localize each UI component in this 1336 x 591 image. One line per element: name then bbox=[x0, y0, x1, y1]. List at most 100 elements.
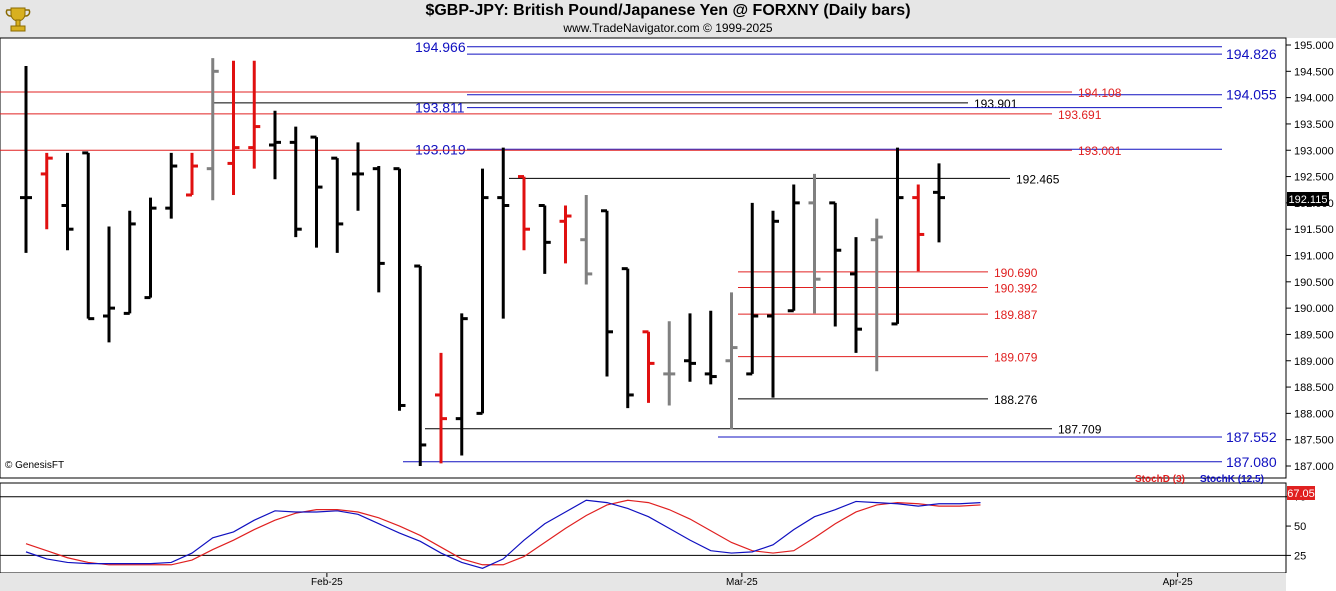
level-label: 189.079 bbox=[994, 351, 1038, 365]
ohlc-bar bbox=[580, 194, 593, 285]
stoch-axis-label: 25 bbox=[1294, 550, 1306, 562]
stoch-legend: StochD (3) StochK (12,5) bbox=[1135, 474, 1264, 485]
level-label: 193.001 bbox=[1078, 144, 1122, 158]
ohlc-bar bbox=[704, 310, 717, 385]
price-axis-label: 193.000 bbox=[1294, 145, 1334, 157]
ohlc-bar bbox=[352, 142, 364, 211]
ohlc-bar bbox=[933, 163, 945, 243]
level-label: 193.811 bbox=[415, 100, 465, 116]
price-axis-label: 193.500 bbox=[1294, 119, 1334, 131]
level-label: 194.826 bbox=[1226, 46, 1277, 62]
date-axis bbox=[0, 573, 1286, 591]
level-label: 194.966 bbox=[415, 39, 466, 55]
date-axis-label: Apr-25 bbox=[1163, 577, 1193, 588]
ohlc-bar bbox=[497, 147, 510, 319]
ohlc-bar bbox=[331, 156, 344, 253]
last-price-tag: 192.115 bbox=[1287, 192, 1329, 206]
price-axis-label: 187.000 bbox=[1294, 461, 1334, 473]
last-stoch-tag: 67.05 bbox=[1287, 486, 1315, 500]
ohlc-bar bbox=[227, 60, 240, 195]
ohlc-bar bbox=[808, 173, 821, 314]
level-label: 188.276 bbox=[994, 393, 1038, 407]
price-axis-label: 190.000 bbox=[1294, 303, 1334, 315]
ohlc-bar bbox=[725, 292, 738, 430]
ohlc-bar bbox=[601, 209, 613, 377]
level-label: 189.887 bbox=[994, 308, 1038, 322]
ohlc-bar bbox=[455, 313, 468, 456]
ohlc-bar bbox=[476, 168, 489, 415]
ohlc-bar bbox=[82, 151, 95, 321]
price-axis-label: 194.500 bbox=[1294, 66, 1334, 78]
level-label: 190.690 bbox=[994, 266, 1038, 280]
ohlc-bar bbox=[891, 147, 904, 326]
ohlc-bar bbox=[870, 218, 883, 372]
ohlc-bar bbox=[165, 152, 178, 219]
price-axis-label: 191.500 bbox=[1294, 224, 1334, 236]
price-axis-label: 189.000 bbox=[1294, 356, 1334, 368]
ohlc-bar bbox=[414, 264, 427, 466]
level-label: 194.055 bbox=[1226, 87, 1277, 103]
ohlc-bar bbox=[912, 184, 925, 272]
price-axis-label: 195.000 bbox=[1294, 40, 1334, 52]
trophy-logo-icon bbox=[5, 7, 31, 32]
ohlc-bar bbox=[289, 126, 302, 238]
ohlc-bar bbox=[393, 167, 406, 411]
price-axis-label: 192.500 bbox=[1294, 172, 1334, 184]
chart-title: $GBP-JPY: British Pound/Japanese Yen @ F… bbox=[425, 2, 911, 19]
ohlc-bar bbox=[538, 204, 551, 274]
chart-header bbox=[0, 0, 1336, 38]
price-axis-label: 190.500 bbox=[1294, 277, 1334, 289]
price-axis-label: 194.000 bbox=[1294, 93, 1334, 105]
price-axis-label: 187.500 bbox=[1294, 435, 1334, 447]
ohlc-bar bbox=[248, 60, 261, 169]
ohlc-bar bbox=[621, 267, 634, 409]
stochastic-lines: 755025 bbox=[0, 492, 1306, 569]
ohlc-bar bbox=[746, 202, 759, 376]
last-stoch-label: 67.05 bbox=[1287, 488, 1315, 500]
ohlc-bar bbox=[767, 210, 779, 398]
date-axis-labels: Feb-25 Mar-25 Apr-25 bbox=[311, 573, 1193, 588]
ohlc-bar bbox=[206, 58, 219, 201]
level-label: 193.691 bbox=[1058, 108, 1102, 122]
level-label: 193.019 bbox=[415, 141, 466, 157]
ohlc-bar bbox=[559, 205, 572, 264]
price-axis-label: 188.500 bbox=[1294, 382, 1334, 394]
level-label: 194.108 bbox=[1078, 86, 1122, 100]
level-lines: 194.826 194.966 194.055 194.108 193.901 193.8… bbox=[0, 39, 1277, 470]
stoch-d-legend: StochD (3) bbox=[1135, 474, 1185, 485]
ohlc-bar bbox=[850, 237, 862, 353]
ohlc-bar bbox=[518, 175, 530, 251]
ohlc-bar bbox=[663, 321, 676, 406]
ohlc-bar bbox=[20, 66, 32, 253]
level-label: 187.709 bbox=[1058, 423, 1102, 437]
price-axis-label: 188.000 bbox=[1294, 408, 1334, 420]
ohlc-bar bbox=[61, 152, 74, 251]
price-axis bbox=[1286, 38, 1336, 478]
ohlc-bar bbox=[787, 184, 800, 313]
level-label: 190.392 bbox=[994, 281, 1038, 295]
stoch-series-line bbox=[25, 499, 981, 569]
ohlc-bar bbox=[642, 330, 655, 403]
chart-subtitle: www.TradeNavigator.com © 1999-2025 bbox=[563, 21, 773, 35]
stoch-axis-label: 50 bbox=[1294, 521, 1306, 533]
ohlc-bar bbox=[186, 152, 198, 197]
date-axis-label: Mar-25 bbox=[726, 577, 758, 588]
stoch-pane bbox=[0, 482, 1287, 574]
price-axis-label: 189.500 bbox=[1294, 329, 1334, 341]
ohlc-bar bbox=[684, 313, 696, 382]
stoch-series-line bbox=[25, 499, 981, 566]
ohlc-bar bbox=[372, 166, 385, 293]
price-pane bbox=[0, 37, 1287, 479]
level-label: 187.552 bbox=[1226, 429, 1277, 445]
ohlc-bar bbox=[310, 135, 323, 248]
level-label: 192.465 bbox=[1016, 172, 1060, 186]
ohlc-bar bbox=[123, 210, 136, 315]
ohlc-bar bbox=[829, 201, 842, 327]
ohlc-bar bbox=[269, 110, 281, 180]
ohlc-bar bbox=[40, 152, 53, 230]
stoch-k-legend: StochK (12,5) bbox=[1200, 474, 1264, 485]
date-axis-label: Feb-25 bbox=[311, 577, 343, 588]
level-label: 187.080 bbox=[1226, 454, 1277, 470]
ohlc-bar bbox=[144, 197, 157, 300]
